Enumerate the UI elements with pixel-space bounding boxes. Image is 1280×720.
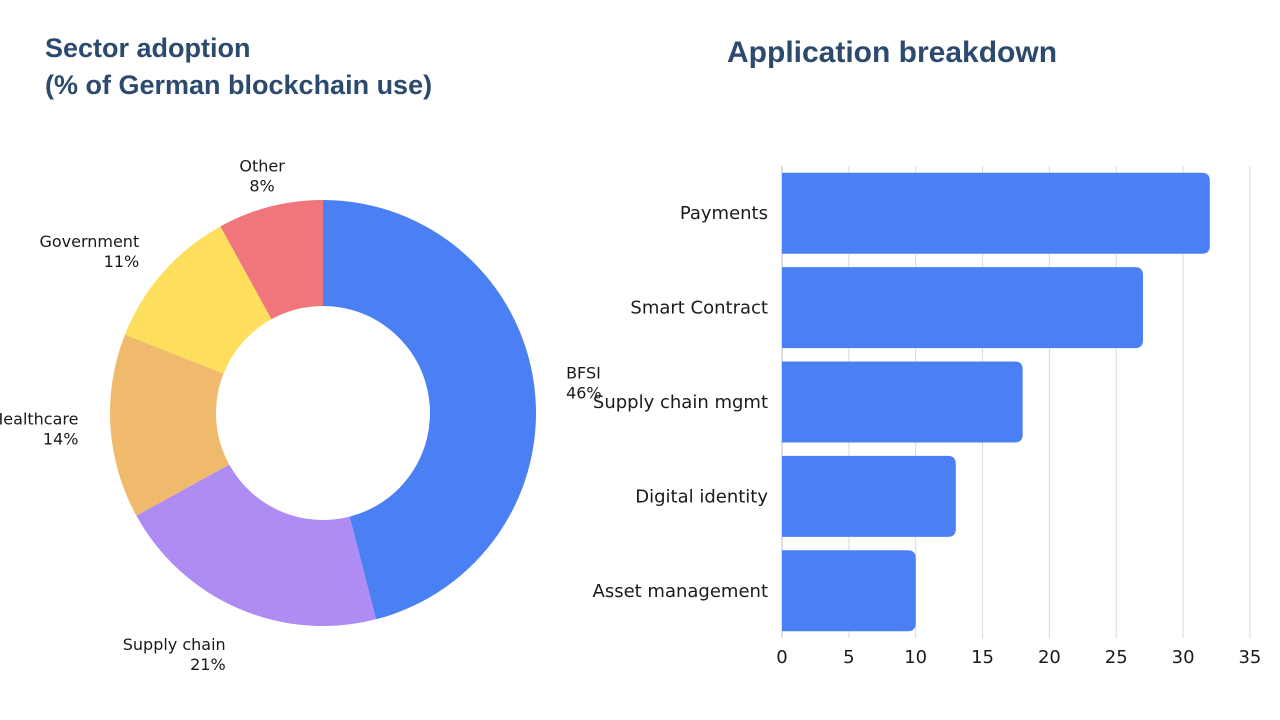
bar-supply-chain-mgmt <box>782 361 1023 443</box>
category-label-payments: Payments <box>680 203 768 224</box>
donut-chart-subtitle: (% of German blockchain use) <box>45 70 433 100</box>
donut-slice-government <box>124 226 272 374</box>
donut-label-value: 21% <box>190 655 226 674</box>
donut-chart-title: Sector adoption (% of German blockchain … <box>45 30 432 104</box>
donut-slice-other <box>220 200 323 320</box>
x-tick-label: 35 <box>1238 647 1261 668</box>
bar-payments <box>782 172 1210 254</box>
bar-smart-contract <box>782 267 1143 349</box>
category-label-smart-contract: Smart Contract <box>630 298 768 319</box>
donut-label-value: 11% <box>104 252 140 271</box>
donut-label-name: Government <box>39 232 139 251</box>
x-tick-label: 15 <box>971 647 994 668</box>
x-tick-label: 5 <box>843 647 854 668</box>
donut-chart-title-line-1: Sector adoption <box>45 33 251 63</box>
donut-label-name: BFSI <box>566 363 601 382</box>
bar-digital-identity <box>782 455 956 537</box>
x-tick-label: 20 <box>1038 647 1061 668</box>
donut-label-bfsi: BFSI 46% <box>566 363 602 402</box>
donut-label-name: Healthcare <box>0 409 78 428</box>
donut-label-value: 8% <box>249 177 274 196</box>
donut-slice-supply-chain <box>136 464 376 626</box>
donut-label-name: Other <box>239 157 285 176</box>
donut-label-supply-chain: Supply chain 21% <box>123 635 226 674</box>
bar-chart-title: Application breakdown <box>727 36 1058 69</box>
x-tick-label: 0 <box>776 647 787 668</box>
x-tick-label: 25 <box>1105 647 1128 668</box>
donut-slice-healthcare <box>110 334 230 516</box>
donut-label-other: Other 8% <box>239 157 285 196</box>
category-label-digital-identity: Digital identity <box>635 486 768 507</box>
donut-label-government: Government 11% <box>39 232 139 271</box>
donut-label-value: 46% <box>566 383 602 402</box>
donut-slice-bfsi <box>323 200 536 620</box>
category-label-supply-chain-mgmt: Supply chain mgmt <box>593 392 768 413</box>
x-tick-label: 30 <box>1172 647 1195 668</box>
bar-chart: 0 5 10 15 20 25 30 35 Payments Smart Contract Supp… <box>593 166 1261 668</box>
donut-label-name: Supply chain <box>123 635 226 654</box>
donut-label-healthcare: Healthcare14% <box>0 409 78 448</box>
category-label-asset-management: Asset management <box>593 581 769 602</box>
donut-label-value: 14% <box>43 429 79 448</box>
x-tick-label: 10 <box>904 647 927 668</box>
bar-asset-management <box>782 550 916 632</box>
